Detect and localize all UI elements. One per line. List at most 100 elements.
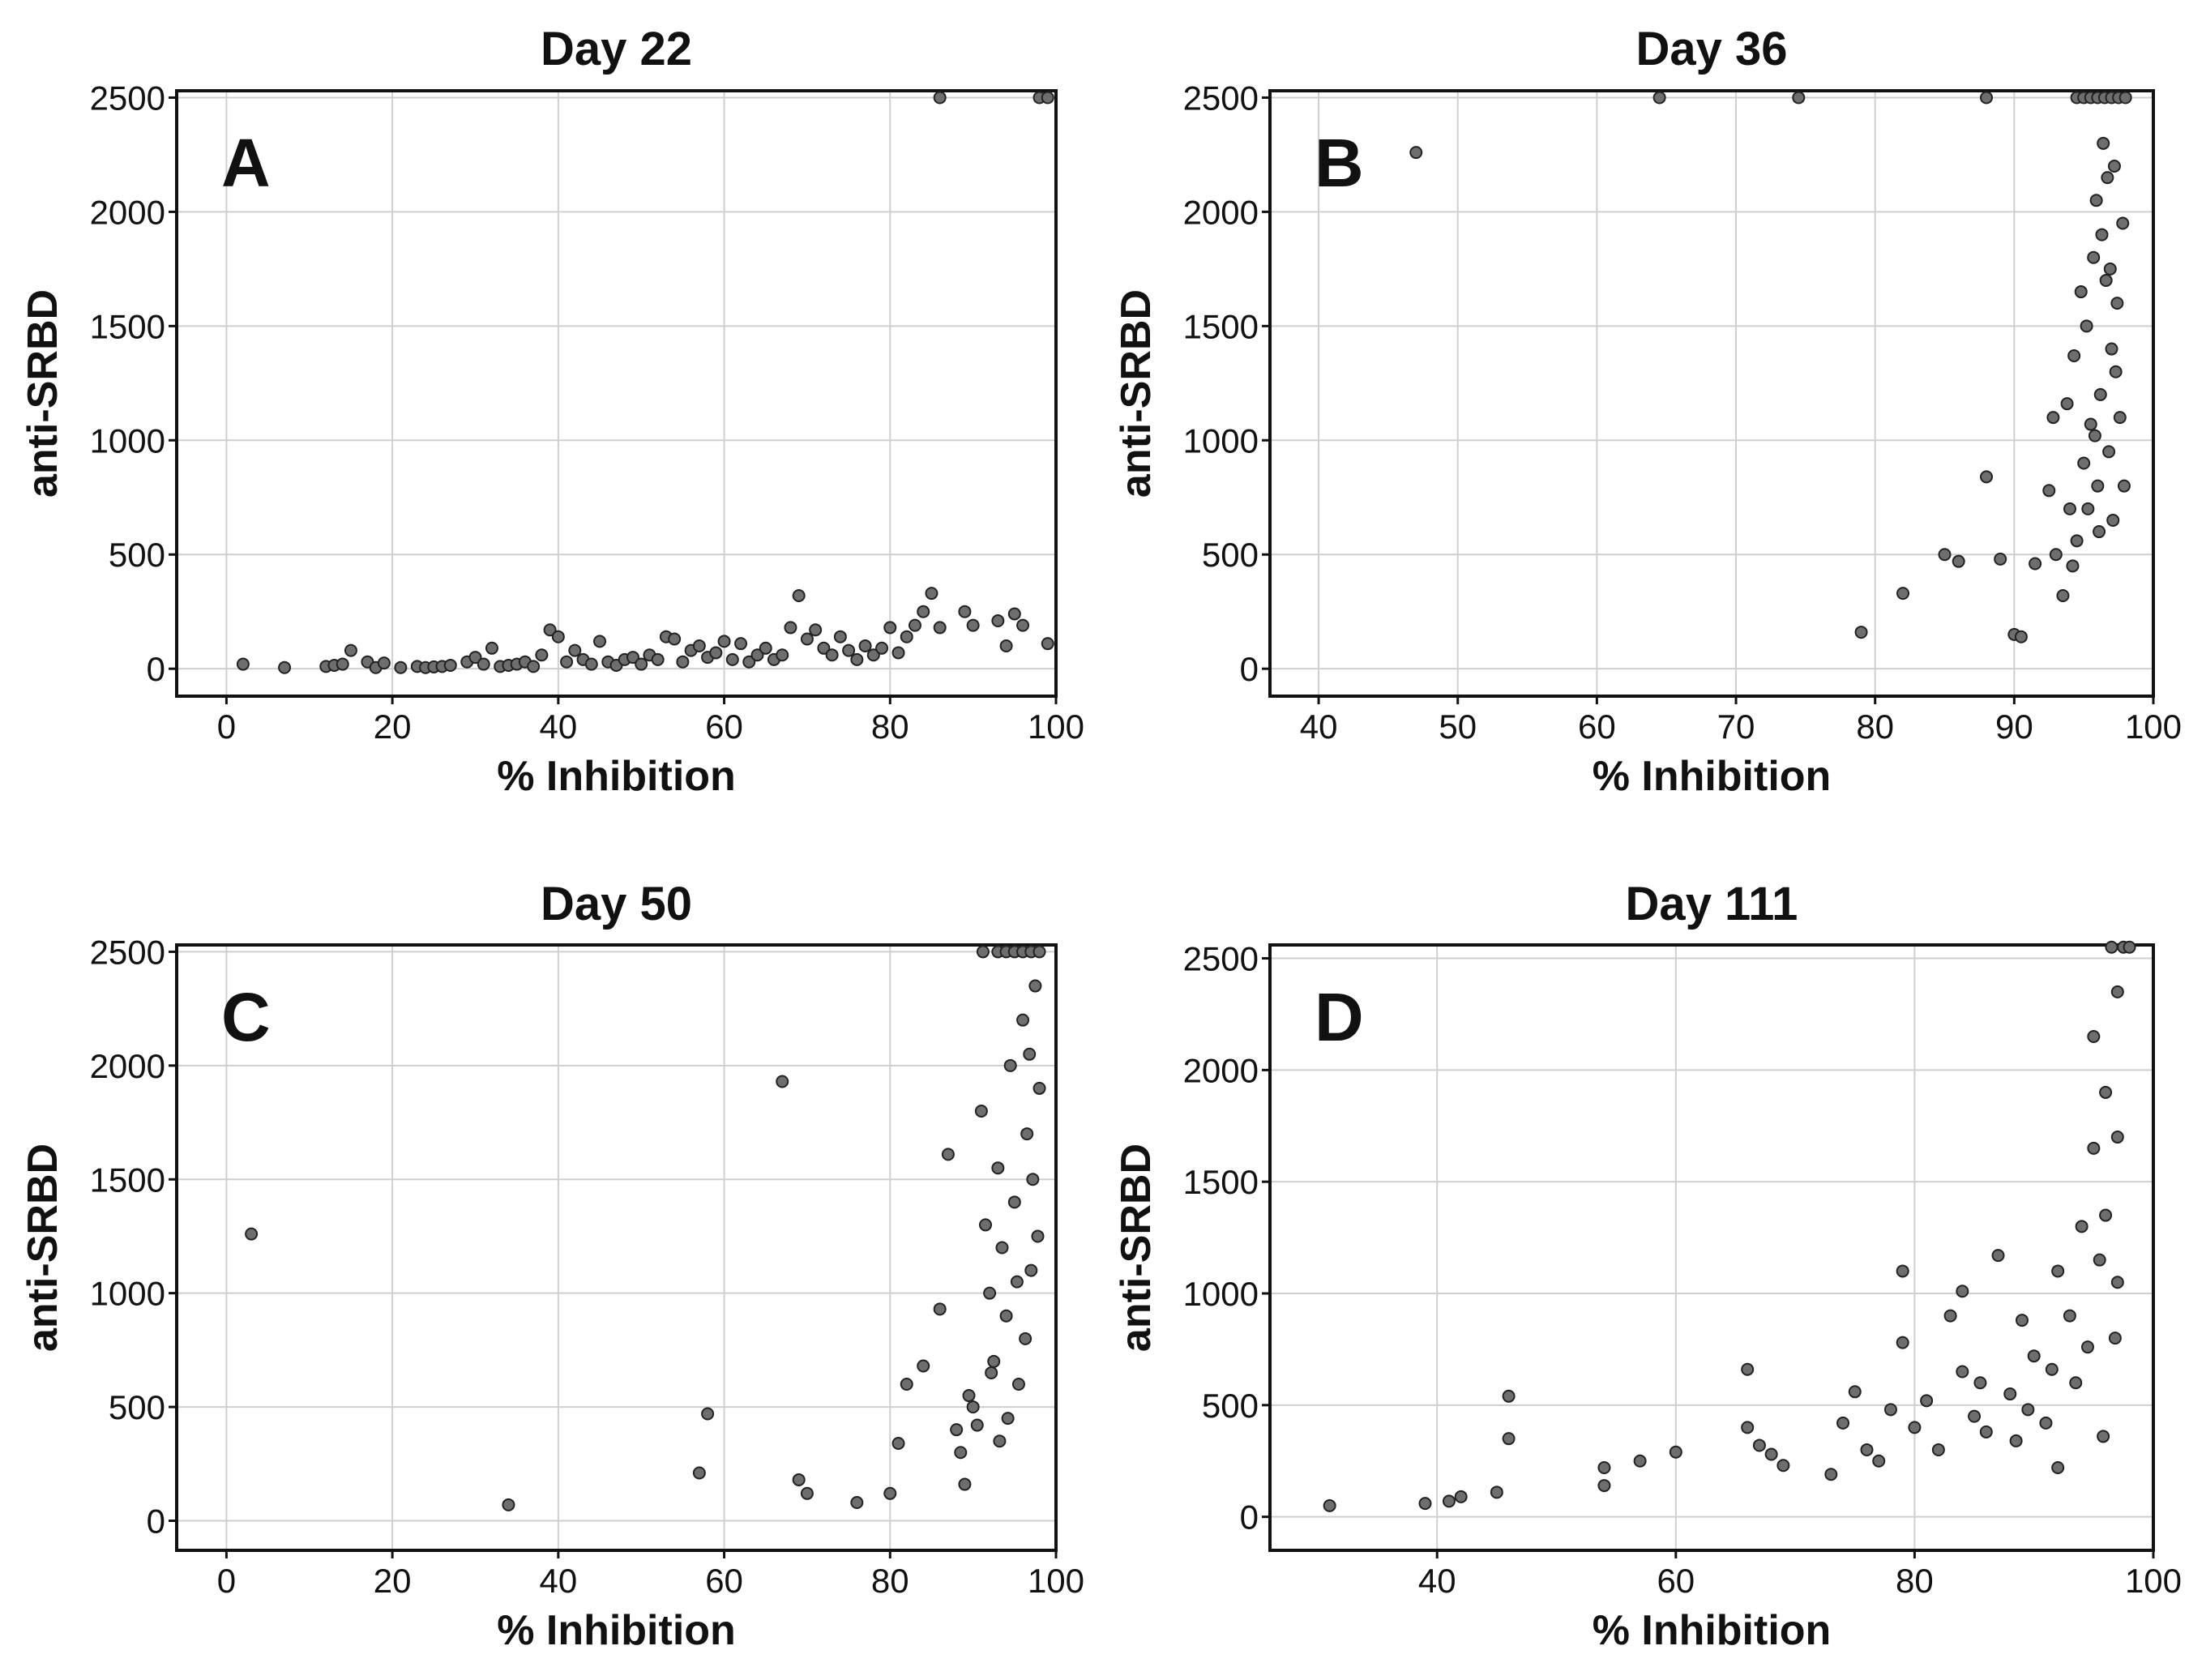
data-point [2075, 1220, 2089, 1233]
data-point [2105, 940, 2118, 954]
data-point [1041, 91, 1054, 105]
data-point [1033, 945, 1046, 959]
x-tick-label: 100 [1028, 707, 1084, 746]
data-point [891, 646, 905, 660]
data-point [999, 639, 1013, 652]
x-tick-label: 20 [374, 707, 412, 746]
data-point [701, 1407, 715, 1421]
data-point [1016, 1013, 1030, 1027]
data-point [485, 641, 498, 655]
x-tick-label: 40 [539, 707, 577, 746]
panel-letter: A [221, 125, 271, 201]
chart-title: Day 36 [1635, 23, 1787, 75]
y-tick-label: 500 [1202, 536, 1259, 574]
data-point [2113, 411, 2127, 425]
y-tick-label: 1000 [1183, 1275, 1259, 1313]
data-point [692, 639, 706, 652]
data-point [1860, 1443, 1874, 1456]
data-point [1033, 1081, 1046, 1095]
data-point [800, 632, 814, 646]
data-point [584, 657, 598, 671]
x-tick-label: 60 [1578, 707, 1616, 746]
data-point [2095, 228, 2109, 242]
data-point [2118, 91, 2132, 105]
data-point [750, 648, 764, 662]
data-point [2051, 1264, 2065, 1278]
data-point [742, 655, 756, 669]
data-point [1323, 1498, 1336, 1512]
data-point [1938, 548, 1952, 562]
data-point [1776, 1459, 1790, 1473]
x-tick-label: 70 [1717, 707, 1755, 746]
data-point [1028, 979, 1042, 993]
data-point [626, 651, 639, 665]
y-axis-label: anti-SRBD [1113, 1144, 1160, 1352]
data-point [933, 621, 947, 635]
data-point [825, 648, 839, 662]
x-tick-label: 90 [1995, 707, 2033, 746]
data-point [2107, 160, 2121, 173]
data-point [543, 623, 557, 637]
y-tick-label: 1000 [90, 421, 165, 460]
data-point [1991, 1249, 2005, 1263]
y-tick-label: 2000 [90, 193, 165, 231]
x-tick-label: 60 [705, 1562, 743, 1600]
x-tick-label: 100 [2125, 1562, 2182, 1600]
chart-title: Day 22 [541, 23, 692, 75]
data-point [2063, 502, 2077, 515]
data-point [1848, 1385, 1862, 1399]
data-point [1409, 146, 1423, 160]
y-tick-label: 2000 [90, 1047, 165, 1085]
data-point [792, 1473, 806, 1486]
data-point [1752, 1438, 1766, 1452]
data-point [1001, 1412, 1015, 1426]
data-point [2063, 1309, 2076, 1323]
x-tick-label: 0 [217, 707, 236, 746]
data-point [734, 637, 748, 651]
data-point [527, 660, 541, 673]
data-point [2117, 479, 2131, 493]
x-tick-label: 100 [2125, 707, 2182, 746]
y-tick-label: 1500 [1183, 1163, 1259, 1201]
data-point [933, 91, 947, 105]
data-point [999, 1309, 1013, 1323]
y-tick-label: 0 [1240, 650, 1259, 688]
data-point [875, 641, 889, 655]
data-point [1956, 1285, 1969, 1298]
data-point [2067, 348, 2081, 362]
data-point [2021, 1403, 2035, 1417]
data-point [776, 1075, 789, 1088]
data-point [2123, 940, 2136, 954]
data-point [635, 657, 648, 671]
data-point [958, 1477, 972, 1491]
data-point [1741, 1362, 1755, 1376]
data-point [1943, 1309, 1957, 1323]
data-point [1883, 1403, 1897, 1417]
y-tick-label: 0 [147, 650, 165, 688]
data-point [1502, 1432, 1516, 1446]
data-point [950, 1423, 964, 1437]
data-point [2101, 171, 2114, 185]
y-tick-label: 2500 [90, 79, 165, 117]
data-point [593, 635, 607, 648]
data-point [2110, 1131, 2124, 1144]
data-point [2060, 397, 2074, 411]
data-point [709, 646, 723, 660]
data-point [394, 660, 408, 674]
y-tick-label: 2500 [90, 933, 165, 971]
data-point [985, 1366, 998, 1379]
data-point [2110, 1276, 2124, 1289]
data-point [1824, 1468, 1838, 1481]
plot-frame [175, 943, 1058, 1552]
data-point [2109, 365, 2123, 378]
data-point [278, 660, 292, 674]
data-point [941, 1148, 955, 1161]
data-point [1896, 587, 1910, 601]
data-point [1652, 91, 1666, 105]
data-point [1952, 554, 1965, 568]
data-point [2105, 342, 2118, 356]
data-point [809, 623, 823, 637]
